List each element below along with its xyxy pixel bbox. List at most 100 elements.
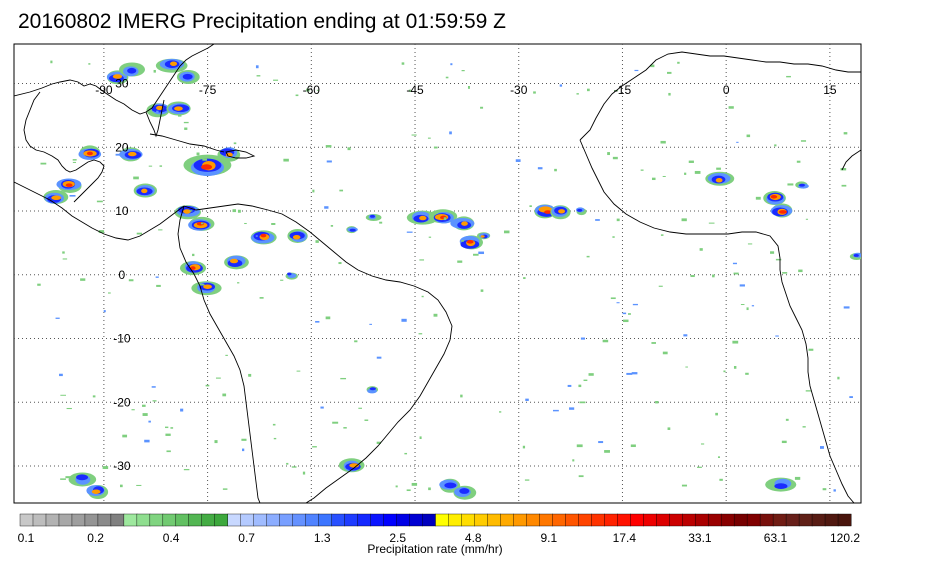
light-rain-speck	[677, 61, 680, 64]
light-rain-speck	[180, 408, 184, 412]
light-rain-speck	[37, 283, 41, 286]
latitude-label: 10	[115, 204, 129, 218]
colorbar-swatch	[643, 513, 657, 527]
light-rain-speck	[717, 456, 720, 458]
light-rain-speck	[559, 84, 563, 87]
light-rain-speck	[576, 444, 583, 448]
light-rain-speck	[419, 436, 422, 440]
colorbar-swatch	[357, 513, 372, 527]
precipitation-cell	[91, 489, 101, 494]
light-rain-speck	[662, 351, 668, 355]
light-rain-speck	[651, 177, 656, 181]
light-rain-speck	[404, 452, 408, 455]
light-rain-speck	[524, 479, 530, 481]
light-rain-speck	[214, 440, 218, 444]
colorbar-swatch	[84, 513, 99, 527]
light-rain-speck	[419, 259, 425, 261]
light-rain-speck	[634, 69, 639, 72]
light-rain-speck	[467, 85, 470, 89]
light-rain-speck	[552, 409, 559, 412]
precipitation-cell	[774, 483, 788, 490]
light-rain-speck	[751, 305, 755, 307]
colorbar-tick-label: 0.1	[18, 531, 35, 545]
light-rain-speck	[158, 229, 163, 231]
light-rain-speck	[616, 302, 620, 304]
light-rain-speck	[579, 401, 586, 404]
light-rain-speck	[745, 372, 749, 375]
light-rain-speck	[142, 413, 148, 416]
light-rain-speck	[746, 134, 751, 138]
light-rain-speck	[312, 446, 317, 448]
light-rain-speck	[775, 335, 779, 337]
light-rain-speck	[841, 184, 847, 187]
light-rain-speck	[108, 292, 111, 294]
light-rain-speck	[607, 152, 610, 156]
colorbar-swatch	[669, 513, 683, 527]
precipitation-cell	[369, 387, 377, 391]
coast-cuba	[149, 133, 225, 153]
colorbar-tick-label: 17.4	[613, 531, 637, 545]
light-rain-speck	[572, 459, 575, 462]
light-rain-speck	[623, 319, 629, 323]
light-rain-speck	[478, 251, 485, 255]
longitude-label: 0	[723, 83, 730, 97]
colorbar-swatch	[746, 513, 761, 527]
colorbar-swatch	[785, 513, 800, 527]
light-rain-speck	[411, 482, 418, 486]
precipitation-cell	[127, 67, 137, 74]
light-rain-speck	[156, 110, 159, 113]
light-rain-speck	[840, 168, 847, 171]
colorbar-tick-labels: 0.1 0.2 0.4 0.7 1.3 2.5 4.8 9.1 17.4 33.1 63.1 120.…	[18, 531, 861, 545]
light-rain-speck	[255, 235, 258, 237]
light-rain-speck	[232, 209, 237, 213]
light-rain-speck	[461, 240, 464, 242]
light-rain-speck	[740, 304, 745, 306]
light-rain-speck	[119, 484, 123, 488]
light-rain-speck	[736, 141, 739, 143]
longitude-label: -45	[406, 83, 424, 97]
light-rain-speck	[142, 404, 146, 407]
light-rain-speck	[80, 278, 86, 281]
light-rain-speck	[667, 427, 671, 430]
light-rain-speck	[401, 318, 407, 322]
precipitation-cell	[183, 209, 191, 214]
precipitation-cell	[715, 178, 723, 183]
precipitation-cell	[770, 194, 778, 199]
precipitation-cell	[292, 235, 301, 240]
longitude-label: -60	[303, 83, 321, 97]
light-rain-speck	[612, 236, 615, 238]
map-title: 20160802 IMERG Precipitation ending at 0…	[18, 10, 506, 33]
colorbar-tick-label: 63.1	[764, 531, 788, 545]
precipitation-cell	[51, 195, 62, 201]
light-rain-speck	[62, 258, 68, 260]
light-rain-speck	[148, 165, 153, 167]
precipitation-cell	[459, 488, 470, 494]
precipitation-cell	[76, 474, 89, 481]
colorbar-swatch	[123, 513, 138, 527]
precipitation-cell	[174, 106, 183, 111]
precipitation-cell	[461, 221, 468, 226]
light-rain-speck	[320, 406, 324, 409]
colorbar-label: Precipitation rate (mm/hr)	[367, 542, 503, 556]
light-rain-speck	[626, 372, 633, 375]
light-rain-speck	[723, 370, 726, 373]
colorbar-swatch	[149, 513, 164, 527]
light-rain-speck	[222, 393, 227, 397]
colorbar-swatch	[422, 513, 437, 527]
latitude-label: 30	[115, 77, 129, 91]
light-rain-speck	[428, 487, 431, 491]
light-rain-speck	[199, 283, 205, 286]
colorbar-swatch	[707, 513, 722, 527]
light-rain-speck	[237, 209, 241, 213]
light-rain-speck	[65, 476, 72, 479]
light-rain-speck	[256, 75, 261, 77]
light-rain-speck	[630, 444, 636, 448]
light-rain-speck	[499, 411, 502, 413]
colorbar-swatch	[656, 513, 670, 527]
precipitation-cell	[370, 214, 375, 218]
colorbar-swatch	[240, 513, 255, 527]
light-rain-speck	[316, 89, 320, 91]
light-rain-speck	[522, 445, 526, 449]
light-rain-speck	[515, 159, 521, 162]
colorbar-swatch	[331, 513, 346, 527]
